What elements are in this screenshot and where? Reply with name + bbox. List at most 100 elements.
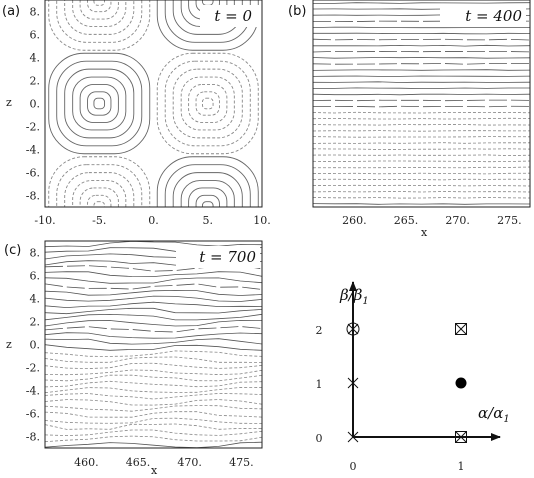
x-tick-label: 10. <box>253 214 271 227</box>
contour-line <box>72 76 127 131</box>
contour-line <box>87 91 112 116</box>
y-tick-label: -4. <box>26 385 40 398</box>
contour-line <box>45 429 262 437</box>
contour-line <box>313 63 530 65</box>
contour-line <box>313 154 530 157</box>
contour-line <box>93 97 106 110</box>
contour-line <box>313 26 530 29</box>
x-tick-label: 475. <box>229 456 254 469</box>
panel-a: (a) t = 0 8. 6. 4. 2. 0. -2. -4. -6. -8. -10. -5.… <box>2 0 271 227</box>
contour-line <box>72 0 127 27</box>
panel-b-frame <box>312 0 531 208</box>
panel-a-y-ticks: 8. 6. 4. 2. 0. -2. -4. -6. -8. <box>26 6 40 203</box>
x-tick-label: 0. <box>148 214 159 227</box>
contour-line <box>313 117 530 120</box>
panel-a-label: (a) <box>2 4 20 19</box>
y-tick-label: 2. <box>30 316 41 329</box>
y-tick-label: -4. <box>26 144 40 157</box>
y-tick-label: -2. <box>26 362 40 375</box>
contour-line <box>45 295 262 302</box>
contour-line <box>45 369 262 376</box>
panel-a-time-bg <box>200 5 260 27</box>
contour-line <box>45 380 262 388</box>
contour-line <box>180 76 235 131</box>
mode-y-tick: 2 <box>316 324 323 337</box>
x-tick-label: 270. <box>445 214 470 227</box>
contour-line <box>313 160 530 163</box>
x-tick-label: 5. <box>203 214 214 227</box>
x-tick-label: 275. <box>497 214 522 227</box>
y-tick-label: -8. <box>26 190 40 203</box>
x-tick-label: 265. <box>394 214 419 227</box>
contour-line <box>313 99 530 102</box>
y-tick-label: -6. <box>26 167 40 180</box>
y-tick-label: 2. <box>30 75 41 88</box>
contour-line <box>201 201 214 207</box>
y-tick-label: 8. <box>30 247 41 260</box>
contour-line <box>48 52 151 155</box>
contour-line <box>313 142 530 144</box>
contour-line <box>45 411 262 418</box>
panel-c-ylabel: z <box>6 338 12 351</box>
contour-line <box>45 423 262 430</box>
contour-line <box>164 0 251 43</box>
mode-marker-boxed-cross <box>455 323 467 335</box>
contour-line <box>56 0 143 43</box>
y-tick-label: 6. <box>30 29 41 42</box>
contour-line <box>45 326 262 333</box>
contour-line <box>45 271 262 278</box>
contour-line <box>87 0 112 13</box>
panel-b-label: (b) <box>288 4 306 19</box>
contour-line <box>313 93 530 96</box>
contour-line <box>313 87 530 90</box>
contour-line <box>313 50 530 53</box>
contour-line <box>45 393 262 400</box>
contour-line <box>45 301 262 309</box>
contour-line <box>45 307 262 315</box>
contour-line <box>56 60 143 147</box>
panel-c-time-bg <box>176 246 260 268</box>
contour-line <box>45 241 262 248</box>
y-tick-label: 0. <box>30 339 41 352</box>
panel-c-label: (c) <box>4 243 21 258</box>
mode-diagram-ylabel: β/β1 <box>339 286 369 307</box>
x-tick-label: 470. <box>177 456 202 469</box>
contour-line <box>45 319 262 327</box>
contour-line <box>48 0 151 51</box>
contour-line <box>45 313 262 321</box>
contour-line <box>172 68 243 139</box>
mode-diagram-xlabel: α/α1 <box>478 404 510 425</box>
mode-marker-circled-cross <box>346 322 360 336</box>
mode-x-tick: 1 <box>458 460 465 473</box>
mode-diagram-points <box>346 322 467 443</box>
mode-marker-cross <box>347 431 359 443</box>
contour-line <box>313 124 530 126</box>
contour-line <box>313 197 530 199</box>
contour-line <box>64 172 135 207</box>
panel-a-ylabel: z <box>6 96 12 109</box>
contour-line <box>188 84 228 123</box>
contour-line <box>313 130 530 132</box>
contour-line <box>313 81 530 83</box>
contour-line <box>313 57 530 59</box>
panel-b: (b) t = 400 260. 265. 270. 275. x <box>288 0 531 239</box>
mode-marker-cross <box>347 377 359 389</box>
mode-diagram-ticks: 012012 <box>316 324 465 473</box>
contour-line <box>313 2 530 4</box>
contour-line <box>45 441 262 448</box>
panel-a-time-label: t = 0 <box>214 7 252 25</box>
y-tick-label: 0. <box>30 98 41 111</box>
contour-line <box>45 332 262 339</box>
panel-a-x-ticks: -10. -5. 0. 5. 10. <box>34 214 270 227</box>
contour-line <box>45 435 262 443</box>
contour-line <box>93 0 106 6</box>
contour-line <box>201 0 214 6</box>
contour-line <box>45 277 262 284</box>
panel-c: (c) t = 700 8.6.4.2.0.-2.-4.-6.-8. 460. 4… <box>4 240 263 477</box>
contour-line <box>156 52 259 155</box>
contour-line <box>313 136 530 138</box>
panel-b-xlabel: x <box>421 226 428 239</box>
mode-marker-filled-circle <box>455 377 467 389</box>
contour-line <box>195 91 220 116</box>
contour-line <box>313 203 530 205</box>
